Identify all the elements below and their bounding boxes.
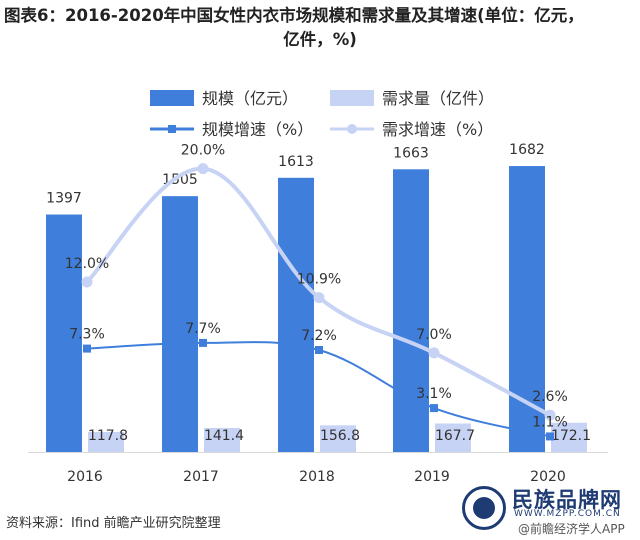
point-demand-growth-label-2017: 20.0% bbox=[181, 143, 225, 159]
legend-scale-label: 规模（亿元） bbox=[202, 89, 298, 108]
chart-title-line-1: 图表6：2016-2020年中国女性内衣市场规模和需求量及其增速(单位：亿元， bbox=[4, 6, 584, 25]
bar-scale-label-2019: 1663 bbox=[393, 145, 429, 161]
x-tick-label-2017: 2017 bbox=[183, 469, 219, 485]
bar-scale-label-2018: 1613 bbox=[278, 154, 314, 170]
line-scale-growth bbox=[86, 341, 551, 438]
bar-demand-2019 bbox=[435, 423, 471, 452]
bar-scale-label-2016: 1397 bbox=[46, 191, 82, 207]
point-scale-growth-label-2016: 7.3% bbox=[69, 327, 105, 343]
legend-scale-growth-marker bbox=[168, 125, 176, 133]
x-tick-label-2016: 2016 bbox=[67, 469, 103, 485]
point-demand-growth-2018 bbox=[313, 292, 325, 304]
point-demand-growth-label-2018: 10.9% bbox=[297, 272, 341, 288]
bar-demand-2020 bbox=[551, 422, 587, 452]
bar-scale-2019 bbox=[393, 169, 429, 453]
point-scale-growth-2016 bbox=[83, 344, 91, 353]
brand-name: 民族品牌网 bbox=[512, 488, 622, 512]
point-scale-growth-label-2019: 3.1% bbox=[416, 386, 452, 402]
legend-demand-growth-marker bbox=[347, 124, 357, 134]
point-demand-growth-2020 bbox=[544, 409, 556, 421]
bar-demand-label-2020: 172.1 bbox=[551, 428, 591, 444]
point-scale-growth-2019 bbox=[430, 404, 438, 413]
point-scale-growth-label-2018: 7.2% bbox=[301, 328, 337, 344]
x-tick-label-2019: 2019 bbox=[414, 469, 450, 485]
brand-app: @前瞻经济学人APP bbox=[518, 522, 625, 536]
point-demand-growth-2019 bbox=[428, 347, 440, 359]
bar-demand-2017 bbox=[204, 427, 240, 452]
point-scale-growth-2017 bbox=[199, 338, 207, 347]
brand-site: WWW.MZPP.COM.CN bbox=[514, 509, 621, 519]
point-scale-growth-label-2020: 1.1% bbox=[532, 414, 568, 430]
legend-demand-growth-label: 需求增速（%） bbox=[382, 120, 493, 139]
bar-demand-label-2016: 117.8 bbox=[88, 428, 128, 444]
legend-scale-growth-label: 规模增速（%） bbox=[202, 120, 313, 139]
chart-title-line-2: 亿件，%) bbox=[283, 30, 357, 49]
point-demand-growth-2017 bbox=[197, 163, 209, 175]
chart-title: 图表6：2016-2020年中国女性内衣市场规模和需求量及其增速(单位：亿元， … bbox=[4, 4, 636, 52]
bar-demand-2016 bbox=[88, 431, 124, 452]
bar-scale-label-2020: 1682 bbox=[509, 142, 545, 158]
point-demand-growth-label-2020: 2.6% bbox=[532, 389, 568, 405]
bar-demand-2018 bbox=[320, 425, 356, 452]
point-demand-growth-label-2019: 7.0% bbox=[416, 327, 452, 343]
brand-seal-icon bbox=[462, 486, 506, 530]
bar-demand-label-2019: 167.7 bbox=[435, 428, 475, 444]
bar-demand-label-2017: 141.4 bbox=[204, 428, 244, 444]
line-demand-growth bbox=[85, 166, 551, 417]
point-scale-growth-2018 bbox=[315, 346, 323, 354]
point-demand-growth-2016 bbox=[81, 276, 93, 288]
legend-demand-swatch bbox=[330, 90, 374, 106]
x-tick-label-2018: 2018 bbox=[299, 469, 335, 485]
legend-demand-label: 需求量（亿件） bbox=[382, 89, 494, 108]
point-scale-growth-label-2017: 7.7% bbox=[185, 321, 221, 337]
x-tick-label-2020: 2020 bbox=[530, 469, 566, 485]
point-demand-growth-label-2016: 12.0% bbox=[65, 256, 109, 272]
bar-scale-2016 bbox=[46, 214, 82, 452]
source-note: 资料来源：Ifind 前瞻产业研究院整理 bbox=[6, 516, 221, 531]
bar-scale-2017 bbox=[162, 196, 198, 452]
bar-scale-2018 bbox=[278, 177, 314, 453]
brand-logo: 民族品牌网 WWW.MZPP.COM.CN @前瞻经济学人APP bbox=[462, 482, 638, 538]
point-scale-growth-2020 bbox=[546, 432, 554, 441]
legend-scale-swatch bbox=[150, 90, 194, 106]
bar-demand-label-2018: 156.8 bbox=[320, 428, 360, 444]
